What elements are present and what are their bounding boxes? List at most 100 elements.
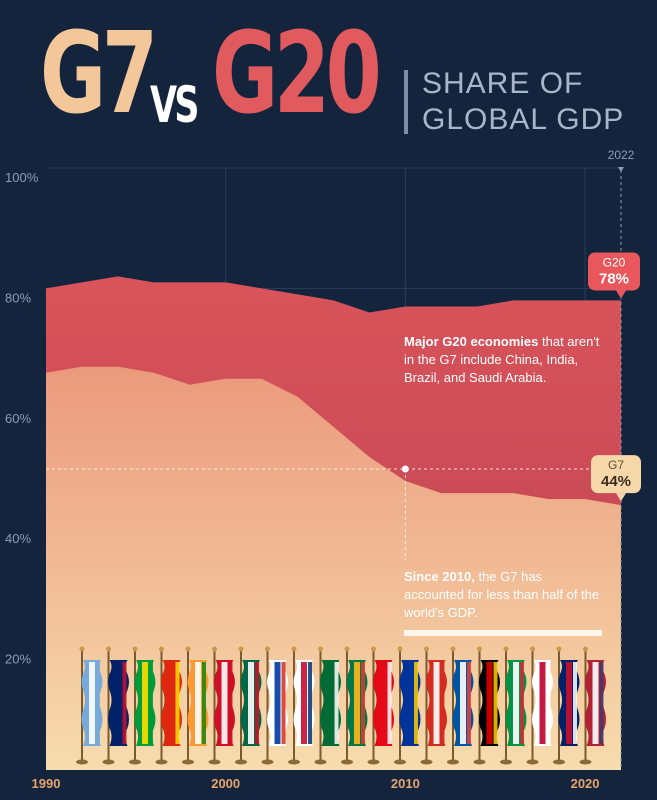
pole-finial xyxy=(583,646,588,652)
pole-finial xyxy=(371,646,376,652)
pole-finial xyxy=(344,646,350,652)
flag-stripe xyxy=(433,662,440,744)
germany-flag xyxy=(473,646,500,765)
flag-stripe xyxy=(520,662,524,744)
threshold-marker xyxy=(401,465,409,473)
saudi-arabia-flag xyxy=(314,646,341,765)
flag-stripe xyxy=(361,662,365,744)
y-tick-label: 100% xyxy=(5,170,39,185)
flag-base xyxy=(235,759,247,765)
flag-stripe xyxy=(414,662,418,744)
g20-annotation-bold: Major G20 economies xyxy=(404,334,539,349)
flag-base xyxy=(473,759,486,765)
pole-finial xyxy=(212,646,217,652)
flag-stripe xyxy=(334,662,339,744)
flag-stripe xyxy=(149,662,153,744)
argentina-flag xyxy=(76,646,103,765)
france-flag xyxy=(447,646,474,765)
flag-stripe xyxy=(255,662,259,744)
g20-annotation: Major G20 economies that aren't in the G… xyxy=(404,333,604,387)
title-vs: VS xyxy=(150,76,199,134)
flag-stripe xyxy=(513,662,519,744)
flag-base xyxy=(420,759,433,765)
turkey-flag xyxy=(367,646,394,765)
flag-stripe xyxy=(599,662,604,744)
title-divider xyxy=(404,70,408,134)
pole-finial xyxy=(503,646,509,652)
flag-stripe xyxy=(566,662,572,744)
x-tick-label: 2010 xyxy=(391,776,420,791)
pole-finial xyxy=(291,646,297,652)
japan-flag xyxy=(526,646,553,765)
flag-base xyxy=(367,759,380,765)
g7-callout-box xyxy=(591,455,641,494)
flag-stripe xyxy=(592,662,599,744)
flag-stripe xyxy=(248,662,254,744)
flag-base xyxy=(314,759,327,765)
south-korea-flag xyxy=(288,646,315,765)
g7-callout-pointer xyxy=(616,493,626,502)
pole-finial xyxy=(132,646,138,652)
flag-stripe xyxy=(142,662,148,744)
flag-stripe xyxy=(301,662,307,744)
flag-stripe xyxy=(539,662,546,744)
flag-base xyxy=(394,759,406,765)
subtitle-line-1: SHARE OF xyxy=(422,67,584,100)
subtitle: SHARE OF GLOBAL GDP xyxy=(422,66,624,138)
g20-callout-label: G20 xyxy=(603,255,626,269)
pole-finial xyxy=(530,646,535,652)
g7-callout-label: G7 xyxy=(608,458,624,472)
pole-finial xyxy=(238,646,244,652)
flag-base xyxy=(208,759,221,765)
indonesia-flag xyxy=(208,646,235,765)
flag-stripe xyxy=(281,662,286,744)
flag-stripe xyxy=(493,662,498,744)
flag-stripe xyxy=(387,662,392,744)
flag-base xyxy=(579,759,592,765)
flag-stripe xyxy=(327,662,334,744)
pole-finial xyxy=(397,646,403,652)
flag-base xyxy=(129,759,141,765)
flag-stripe xyxy=(96,662,100,744)
flag-base xyxy=(155,759,168,765)
pole-finial xyxy=(318,646,323,652)
g7-annotation-text: the G7 has accounted for less than half … xyxy=(404,569,600,620)
flag-base xyxy=(261,759,274,765)
g7-annotation: Since 2010, the G7 has accounted for les… xyxy=(404,568,604,622)
g20-callout-pointer xyxy=(616,290,626,299)
flag-base xyxy=(447,759,459,765)
flag-stripe xyxy=(407,662,413,744)
pole-finial xyxy=(159,646,164,652)
title-g7: G7 xyxy=(40,9,158,139)
flag-base xyxy=(102,759,115,765)
g20-callout-box xyxy=(588,252,640,291)
pole-finial xyxy=(556,646,562,652)
g20-callout-value: 78% xyxy=(599,270,629,287)
pole-finial xyxy=(477,646,482,652)
pole-finial xyxy=(450,646,456,652)
flag-stripe xyxy=(221,662,228,744)
pole-finial xyxy=(265,646,270,652)
flag-stripe xyxy=(460,662,466,744)
axis-ticks: 20% 40% 60% 80% 100% 1990 2000 2010 2020 xyxy=(5,170,600,791)
flag-stripe xyxy=(546,662,551,744)
brazil-flag xyxy=(129,646,156,765)
g7-callout-value: 44% xyxy=(601,473,631,490)
g20-annotation-text: that aren't in the G7 include China, Ind… xyxy=(404,334,600,385)
flag-stripe xyxy=(380,662,387,744)
flag-stripe xyxy=(486,662,493,744)
pole-finial xyxy=(424,646,429,652)
russia-flag xyxy=(261,646,288,765)
flag-stripe xyxy=(115,662,122,744)
flag-stripe xyxy=(168,662,175,744)
y-tick-label: 40% xyxy=(5,531,31,546)
subtitle-line-2: GLOBAL GDP xyxy=(422,103,625,136)
annotation-underline xyxy=(404,630,602,636)
eu-flag xyxy=(394,646,421,765)
g7-area xyxy=(46,366,621,770)
flag-base xyxy=(182,759,194,765)
flag-base xyxy=(288,759,300,765)
y-tick-label: 20% xyxy=(5,652,31,667)
